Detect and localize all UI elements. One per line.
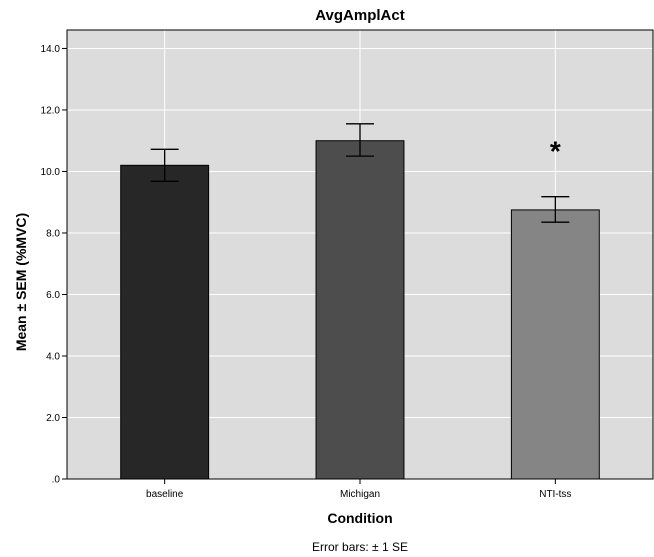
x-axis-title: Condition	[327, 510, 392, 526]
y-tick-label: .0	[52, 475, 61, 486]
x-tick-label: Michigan	[340, 489, 380, 500]
error-bars	[150, 123, 570, 223]
error-bars-footnote: Error bars: ± 1 SE	[312, 540, 408, 554]
y-tick-label: 10.0	[41, 167, 61, 178]
plot-border	[66, 29, 654, 480]
bar-michigan	[315, 140, 405, 480]
y-axis-title: Mean ± SEM (%MVC)	[13, 213, 29, 351]
y-tick-label: 14.0	[41, 44, 61, 55]
y-tick-label: 8.0	[46, 228, 60, 239]
annotations: *	[550, 136, 561, 167]
bar-nti-tss	[510, 209, 600, 480]
x-tick-label: baseline	[146, 489, 184, 500]
y-axis-ticks: .0 2.0 4.0 6.0 8.0 10.0 12.0 14.0	[41, 44, 67, 486]
y-tick-label: 12.0	[41, 105, 61, 116]
x-axis-ticks: baseline Michigan NTI-tss	[146, 479, 571, 500]
significance-asterisk: *	[550, 136, 561, 167]
y-tick-label: 2.0	[46, 413, 60, 424]
y-tick-label: 6.0	[46, 290, 60, 301]
bar-baseline	[120, 164, 210, 480]
y-tick-label: 4.0	[46, 351, 60, 362]
bars	[120, 140, 600, 480]
x-tick-label: NTI-tss	[539, 489, 571, 500]
chart-title: AvgAmplAct	[315, 7, 404, 24]
